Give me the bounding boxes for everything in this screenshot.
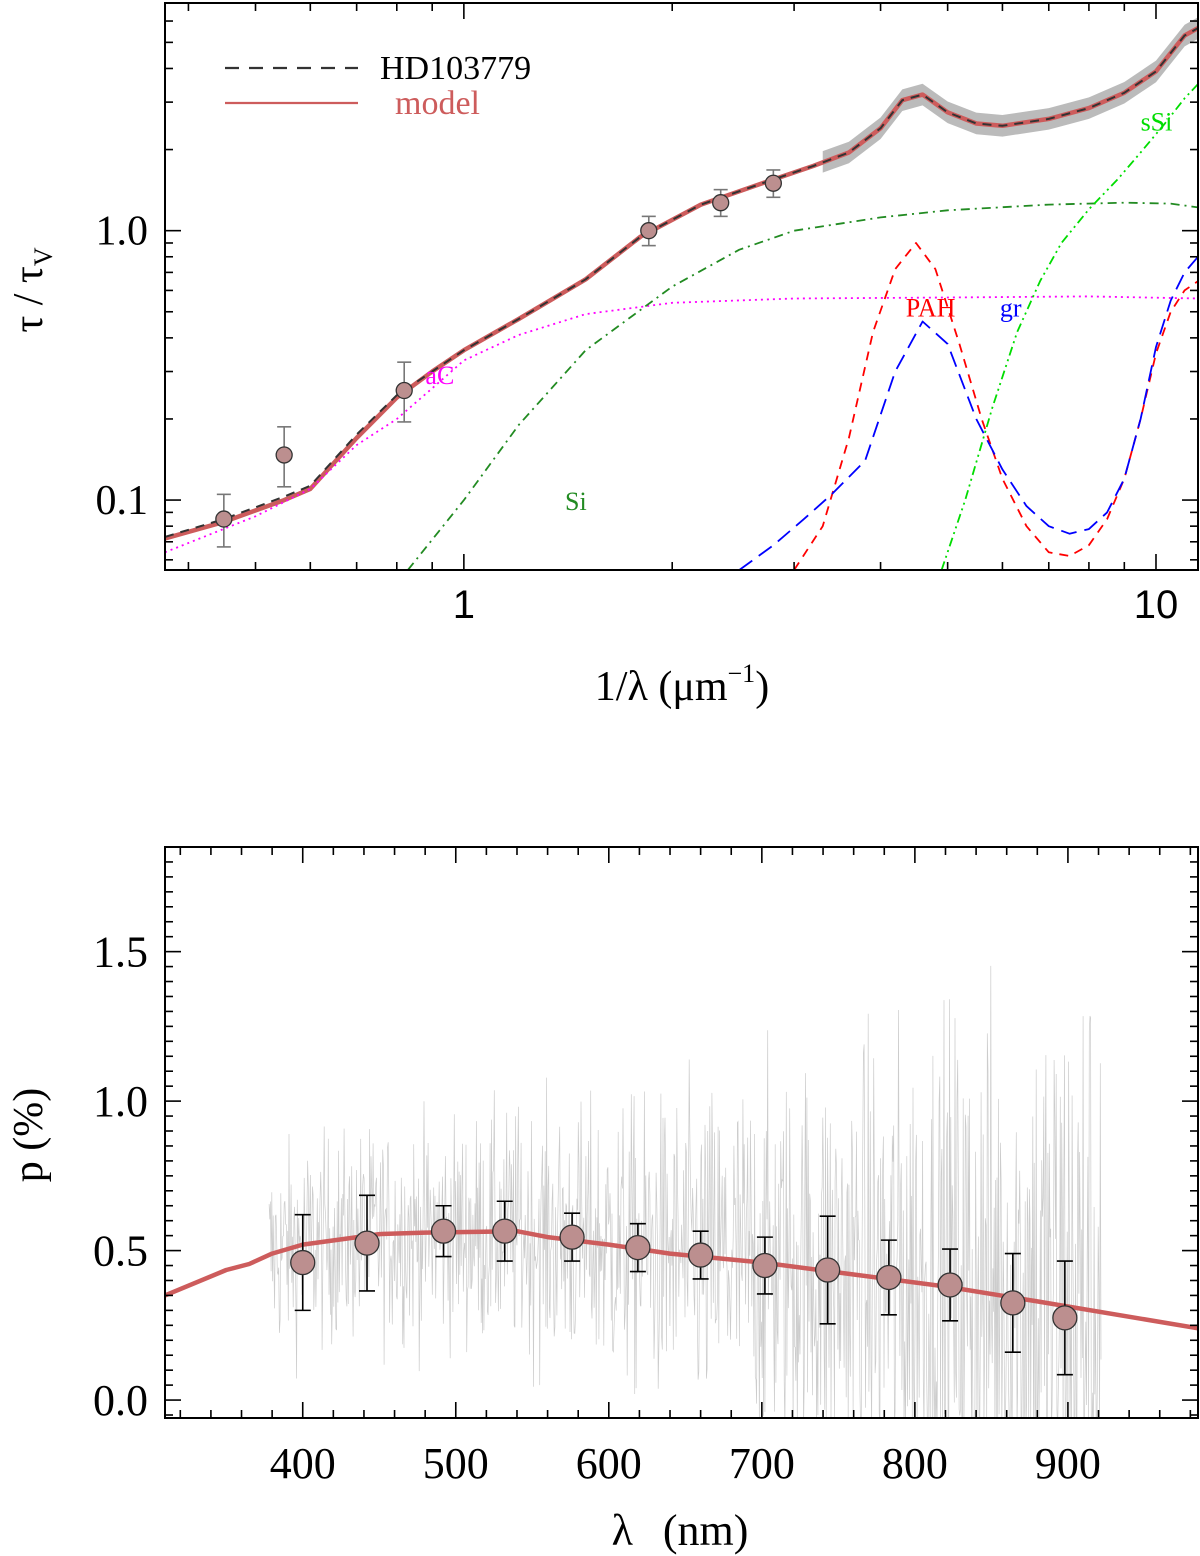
data-point xyxy=(876,1264,902,1291)
x-tick-label: 400 xyxy=(270,1439,336,1488)
data-point xyxy=(752,1252,778,1279)
series-line-hd103779 xyxy=(165,27,1198,538)
legend-label-model: model xyxy=(395,85,480,122)
data-point xyxy=(1000,1290,1026,1316)
top-y-axis-label: τ / τV xyxy=(6,247,58,332)
data-point xyxy=(559,1224,585,1250)
y-tick-label: 0.0 xyxy=(93,1376,148,1425)
data-point xyxy=(275,446,293,464)
component-labels: aC Si PAH gr sSi xyxy=(425,108,1172,516)
data-point xyxy=(395,381,413,400)
x-tick-label: 10 xyxy=(1134,583,1179,627)
x-tick-label: 800 xyxy=(882,1439,948,1488)
extinction-series xyxy=(165,26,1198,570)
top-plot-frame xyxy=(164,2,1199,571)
x-tick-label: 900 xyxy=(1035,1439,1101,1488)
data-point xyxy=(492,1218,518,1244)
x-tick-label: 500 xyxy=(423,1439,489,1488)
bottom-x-axis-label-unit: (nm) xyxy=(663,1506,749,1555)
data-point xyxy=(937,1272,963,1298)
uncertainty-band xyxy=(822,17,1198,173)
data-point xyxy=(815,1257,841,1283)
series-line-ac xyxy=(165,295,1198,554)
data-point xyxy=(215,510,233,528)
top-y-axis-label-main: τ / τ xyxy=(6,266,52,332)
top-y-axis-label-sub: V xyxy=(29,247,58,266)
component-label-ac: aC xyxy=(425,361,454,390)
uncertainty-band-area xyxy=(822,17,1198,173)
series-line-gr xyxy=(738,256,1198,570)
data-point xyxy=(625,1234,651,1261)
component-label-gr: gr xyxy=(1000,294,1022,323)
extinction-panel: aC Si PAH gr sSi 1 10 0.1 1.0 HD103779 model 1/… xyxy=(6,2,1199,710)
legend: HD103779 model xyxy=(225,50,531,122)
component-label-ssi: sSi xyxy=(1141,108,1173,137)
polarization-panel: 400 500 600 700 800 900 0.0 0.5 1.0 1.5 λ (nm) p (… xyxy=(6,846,1199,1555)
component-label-si: Si xyxy=(565,487,587,516)
data-point xyxy=(290,1249,316,1276)
data-point xyxy=(764,174,783,192)
data-point xyxy=(354,1230,380,1256)
polarization-spectrum xyxy=(268,965,1102,1418)
top-x-axis-label-exp: −1 xyxy=(728,659,756,688)
top-x-axis-label-main: 1/λ (μm xyxy=(595,664,728,710)
bottom-x-axis-label: λ (nm) xyxy=(612,1506,749,1555)
spectrum-line xyxy=(268,965,1102,1418)
series-line-pah xyxy=(793,242,1198,570)
y-tick-label: 0.1 xyxy=(96,478,149,524)
bottom-y-axis-label: p (%) xyxy=(6,1088,52,1182)
data-point xyxy=(1052,1305,1078,1331)
data-point xyxy=(712,194,730,212)
data-point xyxy=(687,1242,714,1268)
x-tick-label: 600 xyxy=(576,1439,642,1488)
y-tick-label: 0.5 xyxy=(93,1227,148,1276)
series-line-ssi xyxy=(940,83,1198,570)
top-axis-ticks: 1 10 0.1 1.0 xyxy=(96,2,1198,627)
component-label-pah: PAH xyxy=(906,294,956,323)
bottom-plot-frame xyxy=(164,846,1199,1419)
series-line-model xyxy=(165,26,1198,541)
y-tick-label: 1.0 xyxy=(93,1077,148,1126)
polarization-points xyxy=(290,1194,1078,1376)
bottom-axis-ticks: 400 500 600 700 800 900 0.0 0.5 1.0 1.5 xyxy=(93,847,1198,1488)
legend-label-hd103779: HD103779 xyxy=(380,50,531,87)
top-x-axis-label: 1/λ (μm−1) xyxy=(595,659,769,710)
bottom-x-axis-label-main: λ xyxy=(612,1506,634,1555)
series-line-si xyxy=(407,201,1198,570)
y-tick-label: 1.0 xyxy=(96,209,149,255)
x-tick-label: 700 xyxy=(729,1439,795,1488)
photometry-points xyxy=(215,169,783,548)
x-tick-label: 1 xyxy=(453,583,475,627)
data-point xyxy=(430,1218,457,1244)
data-point xyxy=(640,222,658,240)
y-tick-label: 1.5 xyxy=(93,928,148,977)
top-x-axis-label-close: ) xyxy=(755,664,769,710)
